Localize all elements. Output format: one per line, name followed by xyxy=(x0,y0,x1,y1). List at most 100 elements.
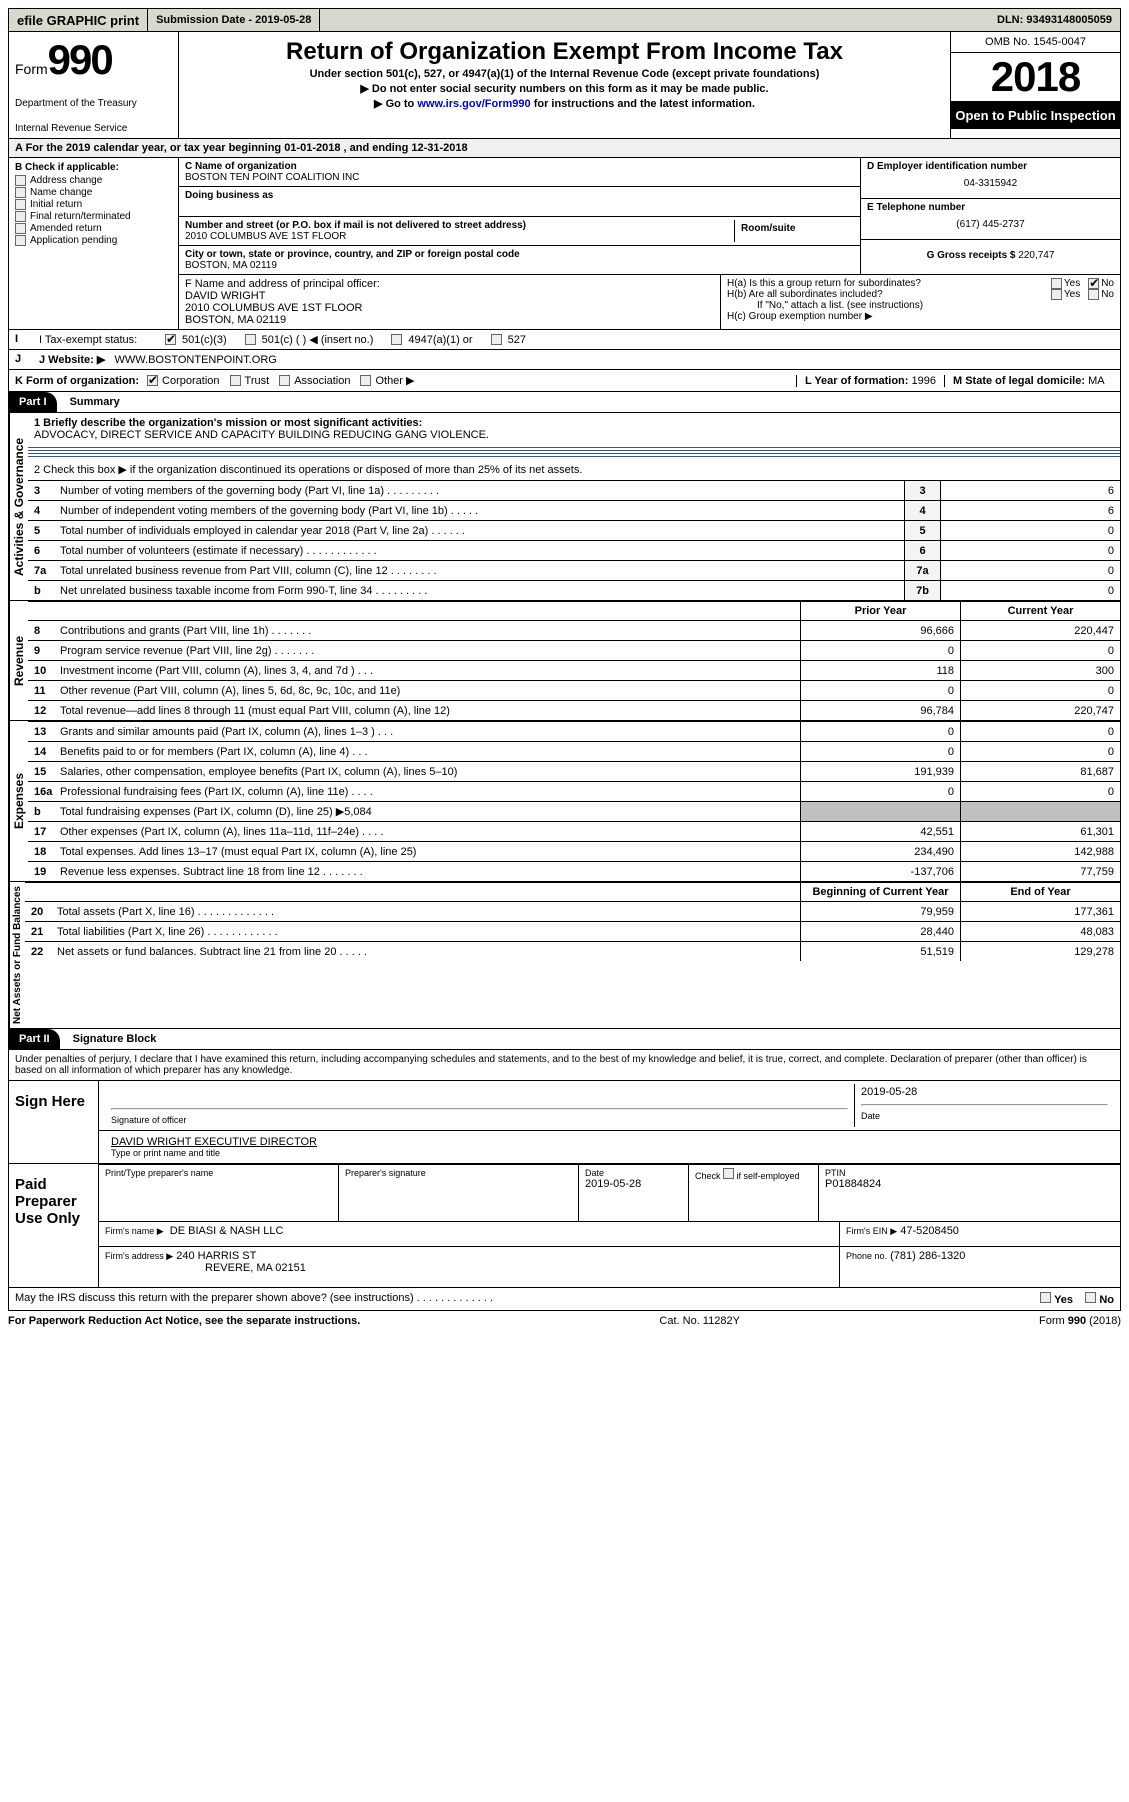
open-to-public: Open to Public Inspection xyxy=(951,102,1120,129)
line-15: 15Salaries, other compensation, employee… xyxy=(28,761,1120,781)
checkbox-application-pending[interactable]: Application pending xyxy=(15,235,172,246)
sig-date: 2019-05-28 xyxy=(861,1086,1108,1098)
checkbox-address-change[interactable]: Address change xyxy=(15,175,172,186)
discuss-question: May the IRS discuss this return with the… xyxy=(15,1292,493,1306)
room-label: Room/suite xyxy=(741,223,848,234)
ha-no-checkbox[interactable] xyxy=(1088,278,1099,289)
ptin-value: P01884824 xyxy=(825,1178,1114,1190)
revenue-section: Revenue Prior Year Current Year 8Contrib… xyxy=(8,601,1121,721)
mission-text: ADVOCACY, DIRECT SERVICE AND CAPACITY BU… xyxy=(34,429,1114,441)
vert-net-assets: Net Assets or Fund Balances xyxy=(9,882,25,1028)
name-title-label: Type or print name and title xyxy=(111,1148,1108,1158)
line-12: 12Total revenue—add lines 8 through 11 (… xyxy=(28,700,1120,720)
discuss-yes-checkbox[interactable] xyxy=(1040,1292,1051,1303)
org-name-label: C Name of organization xyxy=(185,161,854,172)
col-current-year: Current Year xyxy=(960,602,1120,620)
527-checkbox[interactable] xyxy=(491,334,502,345)
line-6: 6Total number of volunteers (estimate if… xyxy=(28,540,1120,560)
sig-officer-label: Signature of officer xyxy=(111,1115,848,1125)
form-title: Return of Organization Exempt From Incom… xyxy=(189,38,940,66)
part1-header: Part I xyxy=(9,392,57,412)
pra-notice: For Paperwork Reduction Act Notice, see … xyxy=(8,1315,360,1327)
line-3: 3Number of voting members of the governi… xyxy=(28,480,1120,500)
vert-activities-governance: Activities & Governance xyxy=(9,413,28,600)
addr-value: 2010 COLUMBUS AVE 1ST FLOOR xyxy=(185,231,734,242)
irs-link[interactable]: www.irs.gov/Form990 xyxy=(417,98,530,110)
cat-no: Cat. No. 11282Y xyxy=(659,1315,740,1327)
irs-label: Internal Revenue Service xyxy=(15,123,172,134)
dln: DLN: 93493148005059 xyxy=(989,9,1120,31)
phone-label-e: E Telephone number xyxy=(867,202,1114,213)
4947-checkbox[interactable] xyxy=(391,334,402,345)
subtitle-3: ▶ Go to www.irs.gov/Form990 for instruct… xyxy=(189,97,940,110)
checkbox-name-change[interactable]: Name change xyxy=(15,187,172,198)
k-opt-association[interactable]: Association xyxy=(279,375,350,387)
h-a-label: H(a) Is this a group return for subordin… xyxy=(727,278,1043,289)
firm-addr2: REVERE, MA 02151 xyxy=(105,1262,306,1274)
hb-yes-checkbox[interactable] xyxy=(1051,289,1062,300)
501c3-checkbox[interactable] xyxy=(165,334,176,345)
line-19: 19Revenue less expenses. Subtract line 1… xyxy=(28,861,1120,881)
prep-sig-label: Preparer's signature xyxy=(345,1168,572,1178)
line-17: 17Other expenses (Part IX, column (A), l… xyxy=(28,821,1120,841)
col-prior-year: Prior Year xyxy=(800,602,960,620)
line-4: 4Number of independent voting members of… xyxy=(28,500,1120,520)
firm-addr1: 240 HARRIS ST xyxy=(176,1250,256,1262)
line-10: 10Investment income (Part VIII, column (… xyxy=(28,660,1120,680)
checkbox-initial-return[interactable]: Initial return xyxy=(15,199,172,210)
line-11: 11Other revenue (Part VIII, column (A), … xyxy=(28,680,1120,700)
part2-title: Signature Block xyxy=(63,1029,157,1049)
part1-title: Summary xyxy=(60,392,120,412)
officer-addr1: 2010 COLUMBUS AVE 1ST FLOOR xyxy=(185,302,714,314)
k-opt-corporation[interactable]: Corporation xyxy=(147,375,219,387)
line-22: 22Net assets or fund balances. Subtract … xyxy=(25,941,1120,961)
efile-label[interactable]: efile GRAPHIC print xyxy=(9,9,148,31)
row-i-tax-status: I I Tax-exempt status: 501(c)(3) 501(c) … xyxy=(8,330,1121,350)
line-16a: 16aProfessional fundraising fees (Part I… xyxy=(28,781,1120,801)
officer-addr2: BOSTON, MA 02119 xyxy=(185,314,714,326)
line-8: 8Contributions and grants (Part VIII, li… xyxy=(28,620,1120,640)
line-18: 18Total expenses. Add lines 13–17 (must … xyxy=(28,841,1120,861)
gross-receipts-label: G Gross receipts $ xyxy=(927,250,1016,261)
vert-revenue: Revenue xyxy=(9,601,28,720)
501c-checkbox[interactable] xyxy=(245,334,256,345)
submission-date: Submission Date - 2019-05-28 xyxy=(148,9,320,31)
checkbox-amended-return[interactable]: Amended return xyxy=(15,223,172,234)
line-7a: 7aTotal unrelated business revenue from … xyxy=(28,560,1120,580)
date-label: Date xyxy=(861,1111,1108,1121)
officer-name-title: DAVID WRIGHT EXECUTIVE DIRECTOR xyxy=(111,1136,1108,1148)
row-a-tax-year: A For the 2019 calendar year, or tax yea… xyxy=(8,139,1121,158)
line-13: 13Grants and similar amounts paid (Part … xyxy=(28,721,1120,741)
form-number: Form 990 xyxy=(15,36,172,84)
firm-phone: (781) 286-1320 xyxy=(890,1250,965,1262)
officer-label: F Name and address of principal officer: xyxy=(185,278,714,290)
line-20: 20Total assets (Part X, line 16) . . . .… xyxy=(25,901,1120,921)
phone-value-e: (617) 445-2737 xyxy=(867,213,1114,236)
hb-no-checkbox[interactable] xyxy=(1088,289,1099,300)
identity-block: B Check if applicable: Address changeNam… xyxy=(8,158,1121,330)
form-footer: Form 990 (2018) xyxy=(1039,1315,1121,1327)
row-k-l-m: K Form of organization: CorporationTrust… xyxy=(8,370,1121,392)
website-value: WWW.BOSTONTENPOINT.ORG xyxy=(115,354,277,366)
h-b-label: H(b) Are all subordinates included? xyxy=(727,289,1043,300)
row-j-website: J J Website: ▶ WWW.BOSTONTENPOINT.ORG xyxy=(8,350,1121,370)
omb-number: OMB No. 1545-0047 xyxy=(951,32,1120,53)
subtitle-1: Under section 501(c), 527, or 4947(a)(1)… xyxy=(189,68,940,80)
q2-text: 2 Check this box ▶ if the organization d… xyxy=(28,459,1120,480)
k-opt-trust[interactable]: Trust xyxy=(230,375,270,387)
prep-date: 2019-05-28 xyxy=(585,1178,682,1190)
addr-label: Number and street (or P.O. box if mail i… xyxy=(185,220,734,231)
summary-section: Activities & Governance 1 Briefly descri… xyxy=(8,413,1121,601)
dba-label: Doing business as xyxy=(185,190,854,201)
line-14: 14Benefits paid to or for members (Part … xyxy=(28,741,1120,761)
firm-ein: 47-5208450 xyxy=(900,1225,959,1237)
checkbox-final-return-terminated[interactable]: Final return/terminated xyxy=(15,211,172,222)
perjury-statement: Under penalties of perjury, I declare th… xyxy=(9,1050,1120,1081)
ha-yes-checkbox[interactable] xyxy=(1051,278,1062,289)
expenses-section: Expenses 13Grants and similar amounts pa… xyxy=(8,721,1121,882)
prep-date-label: Date xyxy=(585,1168,682,1178)
h-b-note: If "No," attach a list. (see instruction… xyxy=(727,300,1114,311)
city-label: City or town, state or province, country… xyxy=(185,249,854,260)
discuss-no-checkbox[interactable] xyxy=(1085,1292,1096,1303)
k-opt-other-[interactable]: Other ▶ xyxy=(360,374,414,387)
